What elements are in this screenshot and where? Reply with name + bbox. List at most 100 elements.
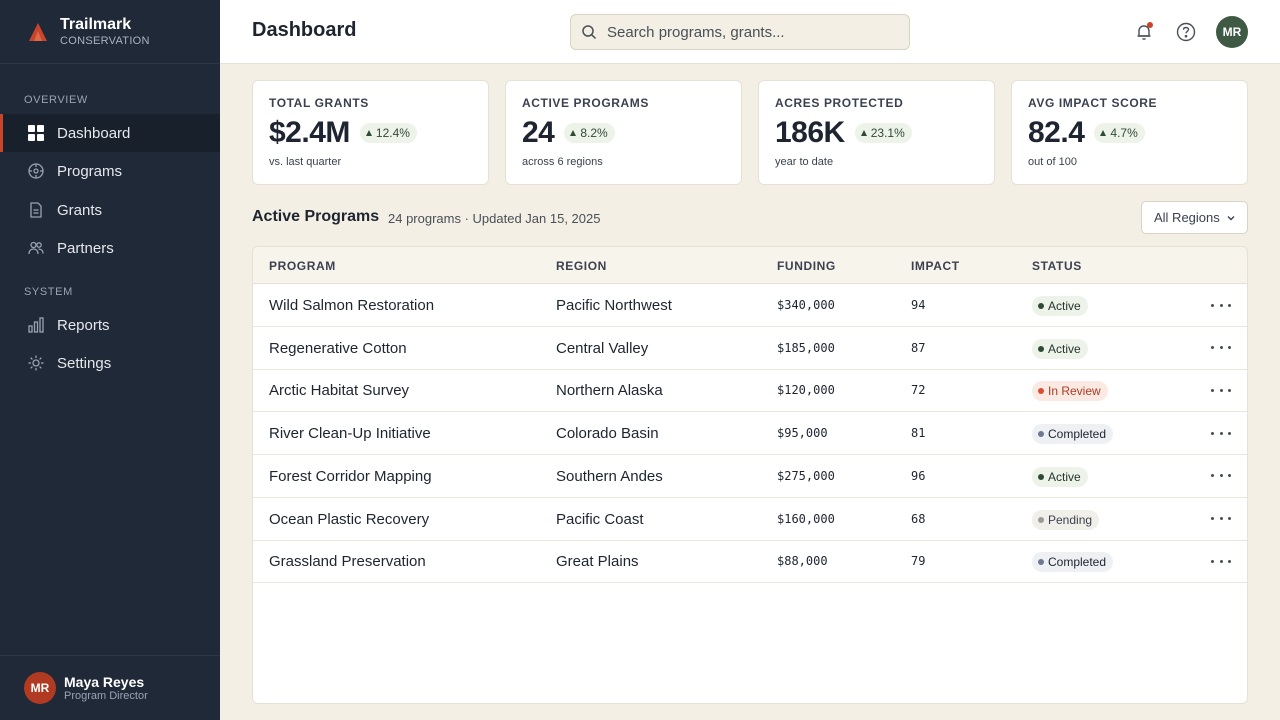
kpi-subtext: year to date [775, 156, 834, 168]
program-name[interactable]: Arctic Habitat Survey [269, 382, 410, 400]
column-header-impact[interactable]: IMPACT [911, 259, 960, 273]
row-actions-button[interactable] [1211, 467, 1231, 485]
sidebar-item-partners[interactable]: Partners [0, 229, 220, 267]
brand[interactable]: Trailmark CONSERVATION [0, 0, 220, 64]
mountain-logo-icon [29, 22, 47, 41]
row-actions-button[interactable] [1211, 381, 1231, 399]
sidebar-item-label: Dashboard [57, 124, 131, 142]
program-region: Southern Andes [556, 467, 663, 485]
program-funding: $185,000 [777, 340, 835, 355]
search-box[interactable] [570, 14, 910, 50]
sidebar-item-settings[interactable]: Settings [0, 344, 220, 382]
search-input[interactable] [607, 23, 897, 41]
dot-icon [1219, 431, 1223, 435]
program-name[interactable]: Regenerative Cotton [269, 339, 407, 357]
program-funding: $340,000 [777, 298, 835, 312]
page-title: Dashboard [252, 19, 357, 41]
table-row[interactable]: Arctic Habitat Survey Northern Alaska $120… [253, 369, 1247, 413]
column-header-status[interactable]: STATUS [1032, 259, 1082, 273]
column-header-funding[interactable]: FUNDING [777, 259, 836, 273]
nav-section-system: SYSTEM [24, 286, 73, 298]
dot-icon [1211, 431, 1214, 435]
table-row[interactable]: Wild Salmon Restoration Pacific Northwest… [253, 284, 1247, 327]
kpi-value: 186K [775, 116, 845, 149]
program-impact: 79 [911, 554, 926, 569]
table-row[interactable]: Forest Corridor Mapping Southern Andes $27… [253, 455, 1247, 498]
program-impact: 72 [911, 383, 926, 398]
dot-icon [1228, 517, 1231, 520]
header-avatar[interactable]: MR [1216, 16, 1248, 48]
program-name[interactable]: Grassland Preservation [269, 553, 426, 571]
row-actions-button[interactable] [1211, 296, 1231, 314]
nav-section-overview: OVERVIEW [24, 94, 88, 106]
user-name: Maya Reyes [64, 673, 145, 690]
compass-icon [28, 163, 44, 179]
dot-icon [1219, 517, 1223, 520]
column-header-program[interactable]: PROGRAM [269, 259, 336, 273]
table-row[interactable]: Grassland Preservation Great Plains $88,00… [253, 540, 1247, 584]
program-name[interactable]: Wild Salmon Restoration [269, 297, 435, 314]
kpi-subtext: out of 100 [1028, 156, 1077, 168]
table-row[interactable]: Regenerative Cotton Central Valley $185,00… [253, 327, 1247, 370]
dot-icon [1228, 559, 1231, 563]
program-region: Pacific Northwest [556, 297, 672, 314]
status-badge: Pending [1032, 509, 1100, 530]
arrow-up-icon [365, 130, 372, 136]
kpi-delta-badge: 12.4% [359, 123, 417, 143]
program-impact: 87 [911, 340, 926, 355]
region-filter-dropdown[interactable]: All Regions [1141, 201, 1248, 234]
status-dot-icon [1038, 559, 1044, 566]
program-name[interactable]: River Clean-Up Initiative [269, 425, 431, 443]
status-badge: Completed [1032, 552, 1114, 573]
program-region: Northern Alaska [556, 382, 663, 400]
table-header: PROGRAM REGION FUNDING IMPACT STATUS [253, 247, 1247, 284]
programs-table: PROGRAM REGION FUNDING IMPACT STATUS Wil… [252, 246, 1248, 704]
kpi-label: TOTAL GRANTS [269, 96, 369, 110]
grid-icon [28, 125, 44, 141]
table-row[interactable]: River Clean-Up Initiative Colorado Basin $… [253, 412, 1247, 456]
row-actions-button[interactable] [1211, 510, 1231, 528]
avatar: MR [24, 672, 56, 704]
kpi-value: $2.4M [269, 116, 350, 149]
sidebar-item-grants[interactable]: Grants [0, 191, 220, 229]
notifications-button[interactable] [1133, 21, 1155, 43]
program-funding: $88,000 [777, 554, 828, 569]
status-badge: Active [1032, 296, 1088, 316]
row-actions-button[interactable] [1211, 552, 1231, 570]
dot-icon [1219, 474, 1223, 478]
kpi-label: ACTIVE PROGRAMS [522, 96, 650, 110]
dot-icon [1219, 346, 1223, 350]
status-badge: Active [1032, 338, 1088, 359]
kpi-delta-badge: 8.2% [564, 123, 615, 143]
kpi-card-avg-impact-score: AVG IMPACT SCORE 82.4 4.7% out of 100 [1011, 80, 1248, 185]
sidebar-item-programs[interactable]: Programs [0, 152, 220, 190]
program-name[interactable]: Forest Corridor Mapping [269, 467, 432, 485]
dot-icon [1211, 474, 1214, 478]
status-badge: In Review [1032, 381, 1108, 402]
help-button[interactable] [1175, 21, 1197, 43]
row-actions-button[interactable] [1211, 424, 1231, 442]
kpi-card-total-grants: TOTAL GRANTS $2.4M 12.4% vs. last quarte… [252, 80, 489, 185]
sidebar-item-label: Settings [57, 354, 112, 372]
bar-chart-icon [28, 317, 44, 333]
sidebar-item-label: Partners [57, 239, 114, 257]
sidebar-item-dashboard[interactable]: Dashboard [0, 114, 220, 152]
sidebar-item-reports[interactable]: Reports [0, 306, 220, 344]
bell-icon [1137, 25, 1151, 40]
kpi-subtext: across 6 regions [522, 156, 603, 168]
sun-gear-icon [28, 355, 44, 371]
arrow-up-icon [860, 130, 867, 136]
user-profile[interactable]: MR Maya Reyes Program Director [0, 655, 220, 720]
program-name[interactable]: Ocean Plastic Recovery [269, 510, 430, 528]
chevron-down-icon [1227, 215, 1235, 220]
status-dot-icon [1038, 473, 1044, 480]
program-funding: $275,000 [777, 468, 835, 483]
table-row[interactable]: Ocean Plastic Recovery Pacific Coast $160,… [253, 498, 1247, 541]
column-header-region[interactable]: REGION [556, 259, 607, 273]
dot-icon [1211, 346, 1214, 350]
row-actions-button[interactable] [1211, 339, 1231, 357]
section-meta: 24 programs · Updated Jan 15, 2025 [388, 211, 601, 226]
status-label: Active [1048, 299, 1081, 313]
dot-icon [1228, 431, 1231, 435]
kpi-card-acres-protected: ACRES PROTECTED 186K 23.1% year to date [758, 80, 995, 185]
